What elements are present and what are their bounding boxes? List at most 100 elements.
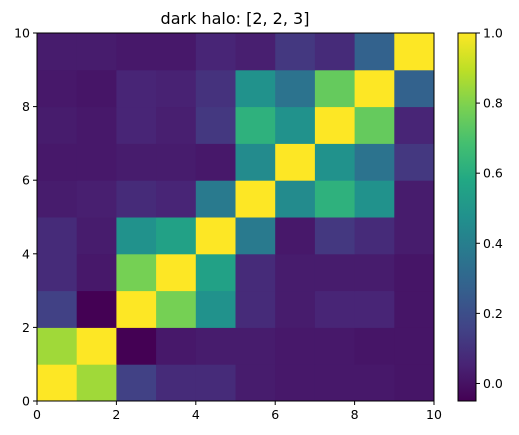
heatmap-cell [235, 180, 276, 218]
heatmap-cell [275, 253, 316, 292]
y-axis: 0 2 4 6 8 10 [14, 26, 37, 409]
colorbar-tick-label: 0.2 [483, 306, 503, 321]
heatmap-cell [314, 217, 356, 255]
heatmap-cell [76, 290, 117, 328]
colorbar-tick-label: 0.4 [483, 236, 503, 251]
heatmap-cell [37, 143, 78, 181]
y-tick-label: 0 [22, 394, 30, 409]
heatmap-cell [156, 327, 197, 365]
heatmap-cell [195, 106, 236, 144]
heatmap-cell [76, 364, 117, 402]
heatmap-cell [116, 290, 157, 328]
heatmap-cell [116, 217, 157, 255]
heatmap-cell [314, 69, 356, 108]
heatmap-cell [156, 217, 197, 255]
colorbar-tick-label: 0.8 [483, 96, 503, 111]
heatmap-cell [275, 180, 316, 218]
heatmap-cell [314, 253, 356, 292]
colorbar-tick-label: 0.0 [483, 376, 503, 391]
heatmap-cell [37, 106, 78, 144]
heatmap-cell [195, 253, 236, 292]
heatmap-cell [156, 33, 197, 71]
heatmap-cell [195, 364, 236, 402]
x-tick-label: 8 [351, 407, 359, 422]
y-tick-label: 4 [22, 246, 30, 261]
y-tick-label: 8 [22, 99, 30, 114]
x-tick-label: 2 [112, 407, 120, 422]
heatmap-cell [116, 33, 157, 71]
heatmap-cell [156, 180, 197, 218]
heatmap-cell [354, 217, 395, 255]
heatmap-cell [76, 143, 117, 181]
heatmap-cell [314, 106, 356, 144]
x-tick-label: 0 [33, 407, 41, 422]
heatmap-cell [37, 327, 78, 365]
heatmap-cell [235, 253, 276, 292]
colorbar-tick-label: 1.0 [483, 26, 503, 41]
heatmap-cells [37, 33, 435, 402]
heatmap-cell [354, 106, 395, 144]
heatmap-cell [354, 33, 395, 71]
colorbar [457, 32, 477, 402]
heatmap-cell [116, 69, 157, 108]
heatmap-cell [195, 69, 236, 108]
y-tick-label: 10 [14, 26, 30, 41]
colorbar-axis: 0.0 0.2 0.4 0.6 0.8 1.0 [476, 26, 503, 391]
heatmap-cell [37, 180, 78, 218]
heatmap-cell [235, 290, 276, 328]
heatmap-cell [235, 143, 276, 181]
heatmap-cell [37, 33, 78, 71]
heatmap-cell [394, 180, 435, 218]
heatmap-cell [195, 217, 236, 255]
heatmap-cell [314, 33, 356, 71]
heatmap-cell [156, 106, 197, 144]
y-tick-label: 6 [22, 173, 30, 188]
heatmap-cell [195, 327, 236, 365]
heatmap-cell [195, 33, 236, 71]
heatmap-cell [37, 253, 78, 292]
heatmap-cell [275, 69, 316, 108]
heatmap-cell [394, 143, 435, 181]
heatmap-cell [235, 106, 276, 144]
heatmap-cell [354, 290, 395, 328]
heatmap-cell [156, 143, 197, 181]
heatmap-cell [37, 69, 78, 108]
heatmap-cell [394, 364, 435, 402]
heatmap-cell [354, 253, 395, 292]
heatmap-cell [394, 106, 435, 144]
heatmap-cell [394, 253, 435, 292]
heatmap-cell [116, 327, 157, 365]
heatmap-cell [76, 106, 117, 144]
heatmap-cell [76, 180, 117, 218]
heatmap-cell [76, 217, 117, 255]
heatmap-cell [394, 33, 435, 71]
heatmap-cell [275, 217, 316, 255]
x-tick-label: 4 [192, 407, 200, 422]
heatmap-cell [314, 327, 356, 365]
heatmap-cell [116, 253, 157, 292]
heatmap-cell [275, 327, 316, 365]
heatmap-cell [76, 69, 117, 108]
heatmap-cell [195, 180, 236, 218]
heatmap-cell [116, 143, 157, 181]
heatmap-cell [76, 33, 117, 71]
heatmap-cell [195, 290, 236, 328]
heatmap-cell [394, 69, 435, 108]
heatmap-cell [354, 364, 395, 402]
heatmap-cell [156, 364, 197, 402]
heatmap-cell [394, 290, 435, 328]
heatmap-cell [76, 327, 117, 365]
heatmap-cell [156, 253, 197, 292]
heatmap-cell [354, 180, 395, 218]
heatmap-cell [195, 143, 236, 181]
heatmap-cell [314, 364, 356, 402]
heatmap-cell [314, 290, 356, 328]
y-tick-label: 2 [22, 320, 30, 335]
heatmap-cell [235, 364, 276, 402]
heatmap-cell [394, 327, 435, 365]
heatmap-cell [275, 290, 316, 328]
heatmap-cell [275, 143, 316, 181]
x-tick-label: 6 [271, 407, 279, 422]
heatmap-cell [354, 143, 395, 181]
